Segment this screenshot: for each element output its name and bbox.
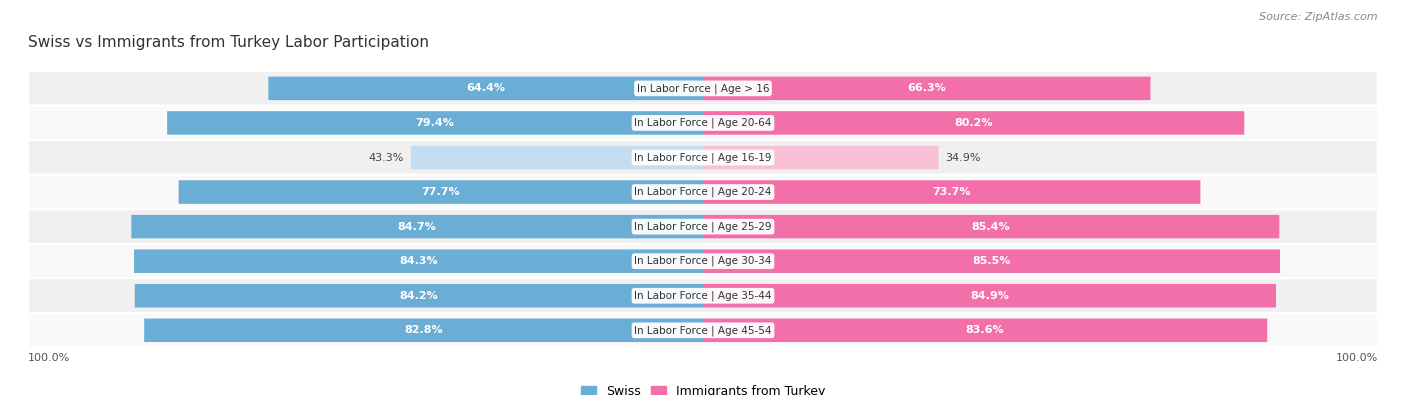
Text: In Labor Force | Age 25-29: In Labor Force | Age 25-29 — [634, 221, 772, 232]
Legend: Swiss, Immigrants from Turkey: Swiss, Immigrants from Turkey — [578, 382, 828, 395]
Text: 73.7%: 73.7% — [932, 187, 972, 197]
FancyBboxPatch shape — [703, 215, 1279, 239]
FancyBboxPatch shape — [135, 284, 703, 308]
FancyBboxPatch shape — [134, 250, 703, 273]
FancyBboxPatch shape — [179, 180, 703, 204]
Text: In Labor Force | Age > 16: In Labor Force | Age > 16 — [637, 83, 769, 94]
FancyBboxPatch shape — [28, 209, 1378, 244]
FancyBboxPatch shape — [167, 111, 703, 135]
Text: Swiss vs Immigrants from Turkey Labor Participation: Swiss vs Immigrants from Turkey Labor Pa… — [28, 36, 429, 51]
FancyBboxPatch shape — [703, 111, 1244, 135]
Text: In Labor Force | Age 35-44: In Labor Force | Age 35-44 — [634, 290, 772, 301]
Text: In Labor Force | Age 45-54: In Labor Force | Age 45-54 — [634, 325, 772, 336]
FancyBboxPatch shape — [703, 318, 1267, 342]
FancyBboxPatch shape — [28, 278, 1378, 313]
FancyBboxPatch shape — [703, 250, 1279, 273]
Text: 79.4%: 79.4% — [416, 118, 454, 128]
FancyBboxPatch shape — [269, 77, 703, 100]
FancyBboxPatch shape — [131, 215, 703, 239]
FancyBboxPatch shape — [703, 77, 1150, 100]
Text: 84.2%: 84.2% — [399, 291, 439, 301]
Text: 82.8%: 82.8% — [405, 325, 443, 335]
Text: 84.7%: 84.7% — [398, 222, 437, 231]
Text: In Labor Force | Age 20-24: In Labor Force | Age 20-24 — [634, 187, 772, 198]
Text: 100.0%: 100.0% — [28, 353, 70, 363]
Text: 83.6%: 83.6% — [966, 325, 1004, 335]
Text: In Labor Force | Age 20-64: In Labor Force | Age 20-64 — [634, 118, 772, 128]
FancyBboxPatch shape — [411, 146, 703, 169]
Text: Source: ZipAtlas.com: Source: ZipAtlas.com — [1260, 12, 1378, 22]
Text: In Labor Force | Age 30-34: In Labor Force | Age 30-34 — [634, 256, 772, 267]
Text: 84.9%: 84.9% — [970, 291, 1010, 301]
FancyBboxPatch shape — [145, 318, 703, 342]
FancyBboxPatch shape — [28, 106, 1378, 140]
Text: 66.3%: 66.3% — [907, 83, 946, 93]
Text: 85.5%: 85.5% — [973, 256, 1011, 266]
Text: 64.4%: 64.4% — [467, 83, 505, 93]
Text: 77.7%: 77.7% — [422, 187, 460, 197]
FancyBboxPatch shape — [703, 146, 939, 169]
Text: 80.2%: 80.2% — [955, 118, 993, 128]
Text: 84.3%: 84.3% — [399, 256, 437, 266]
Text: 100.0%: 100.0% — [1336, 353, 1378, 363]
Text: 34.9%: 34.9% — [945, 152, 981, 162]
FancyBboxPatch shape — [703, 284, 1277, 308]
FancyBboxPatch shape — [703, 180, 1201, 204]
FancyBboxPatch shape — [28, 175, 1378, 209]
Text: 85.4%: 85.4% — [972, 222, 1011, 231]
Text: 43.3%: 43.3% — [368, 152, 404, 162]
FancyBboxPatch shape — [28, 244, 1378, 278]
FancyBboxPatch shape — [28, 140, 1378, 175]
FancyBboxPatch shape — [28, 313, 1378, 348]
Text: In Labor Force | Age 16-19: In Labor Force | Age 16-19 — [634, 152, 772, 163]
FancyBboxPatch shape — [28, 71, 1378, 106]
